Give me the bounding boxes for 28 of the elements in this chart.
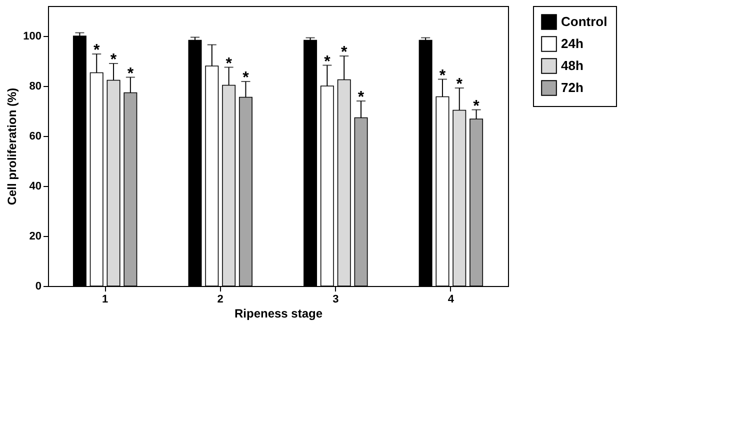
x-tick-label: 2 xyxy=(217,294,224,306)
annotation: * xyxy=(110,52,118,68)
annotation: * xyxy=(358,89,365,106)
annotation: * xyxy=(226,55,233,72)
y-tick-label: 60 xyxy=(29,130,42,142)
annotation: * xyxy=(127,65,134,82)
y-tick-label: 20 xyxy=(29,230,42,242)
x-tick-label: 3 xyxy=(332,294,339,306)
legend-label: Control xyxy=(561,14,608,29)
annotation: * xyxy=(439,67,446,84)
annotation: * xyxy=(340,44,348,61)
y-axis-title: Cell proliferation (%) xyxy=(5,88,20,206)
x-tick-label: 4 xyxy=(448,294,455,306)
y-tick-label: 80 xyxy=(29,80,42,92)
annotation: * xyxy=(473,98,480,115)
legend-label: 72h xyxy=(561,80,584,95)
legend-label: 48h xyxy=(561,58,584,73)
y-tick-label: 40 xyxy=(29,180,42,192)
y-tick-label: 0 xyxy=(35,280,42,292)
annotation: * xyxy=(242,70,250,86)
legend-label: 24h xyxy=(561,36,584,51)
annotation: * xyxy=(324,53,332,70)
x-tick-label: 1 xyxy=(102,294,108,306)
y-tick-label: 100 xyxy=(23,30,42,42)
annotation: * xyxy=(93,42,100,59)
annotation: * xyxy=(456,76,464,93)
x-axis-title: Ripeness stage xyxy=(234,306,323,320)
bar xyxy=(72,36,86,286)
